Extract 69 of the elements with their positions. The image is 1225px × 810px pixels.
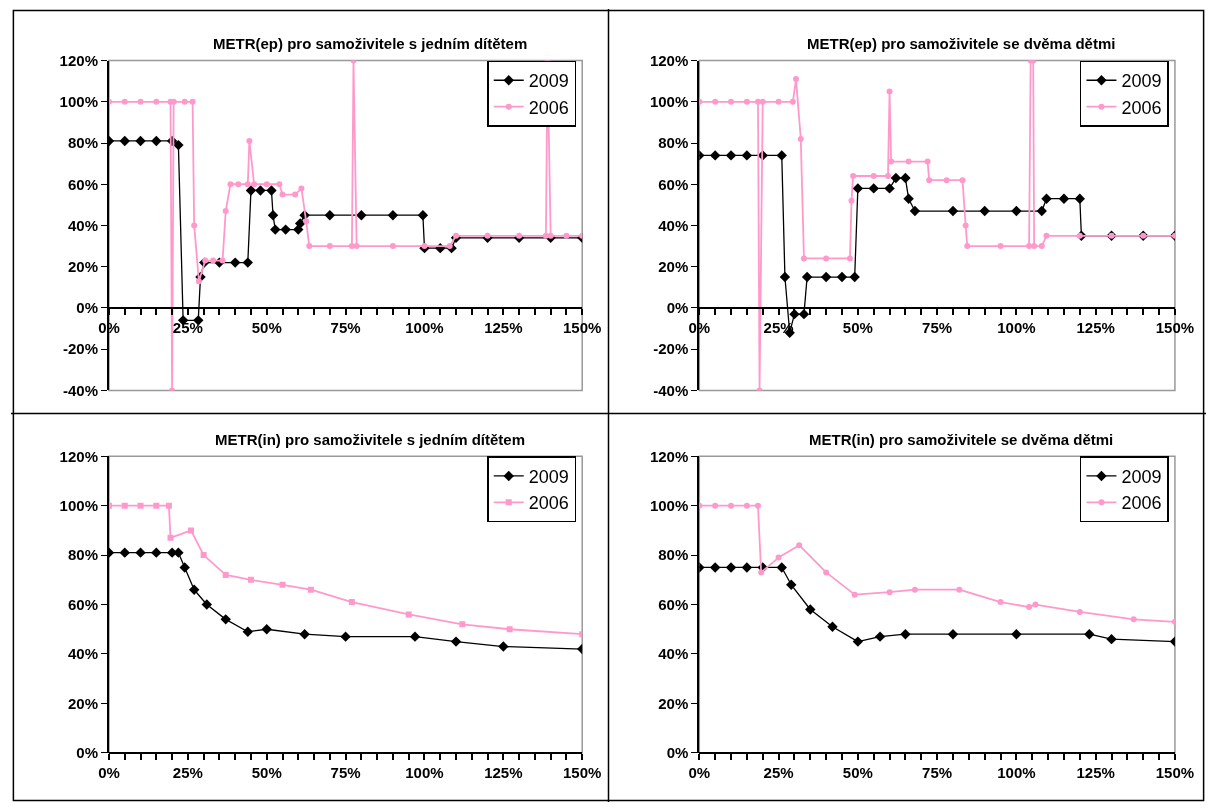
x-tick-label: 0% xyxy=(688,763,711,781)
x-tick-label: 150% xyxy=(1155,763,1195,781)
x-tick-label: 125% xyxy=(484,318,523,336)
x-tick-label: 150% xyxy=(563,318,602,336)
y-tick-label: 0% xyxy=(666,299,689,317)
y-tick-label: 100% xyxy=(649,93,689,111)
y-tick-label: 40% xyxy=(658,216,689,234)
y-tick-label: 60% xyxy=(67,175,98,193)
y-tick-label: 20% xyxy=(658,694,689,712)
x-tick-label: 25% xyxy=(763,763,794,781)
y-tick-label: -40% xyxy=(653,381,689,399)
y-tick-label: 40% xyxy=(67,216,98,234)
y-tick-label: 100% xyxy=(649,496,689,514)
x-tick-label: 50% xyxy=(842,318,873,336)
y-tick-label: 100% xyxy=(59,93,98,111)
y-tick-label: 60% xyxy=(658,175,689,193)
y-tick-label: 0% xyxy=(76,299,98,317)
legend-label: 2009 xyxy=(528,466,569,487)
x-tick-label: 100% xyxy=(997,763,1036,781)
x-tick-label: 50% xyxy=(842,763,873,781)
y-tick-label: 80% xyxy=(67,546,98,564)
y-tick-label: 20% xyxy=(67,257,98,275)
legend-label: 2006 xyxy=(528,493,569,514)
chart-title: METR(ep) pro samoživitele se dvěma dětmi xyxy=(807,35,1116,52)
legend-label: 2009 xyxy=(528,71,569,92)
x-tick-label: 50% xyxy=(251,763,282,781)
x-tick-label: 100% xyxy=(997,318,1036,336)
y-tick-label: 40% xyxy=(67,645,98,663)
y-tick-label: 0% xyxy=(666,744,689,762)
x-tick-label: 75% xyxy=(922,318,953,336)
y-tick-label: 120% xyxy=(649,51,689,69)
y-tick-label: 20% xyxy=(67,694,98,712)
chart-title: METR(in) pro samoživitele s jedním dítětem xyxy=(215,431,526,448)
legend-label: 2006 xyxy=(1121,97,1162,118)
y-tick-label: -20% xyxy=(62,340,98,358)
y-tick-label: -40% xyxy=(62,381,98,399)
x-tick-label: 0% xyxy=(98,763,120,781)
y-tick-label: 120% xyxy=(59,447,98,465)
x-tick-label: 150% xyxy=(563,763,602,781)
x-tick-label: 125% xyxy=(484,763,523,781)
y-tick-label: -20% xyxy=(653,340,689,358)
x-tick-label: 75% xyxy=(922,763,953,781)
chart-title: METR(in) pro samoživitele se dvěma dětmi xyxy=(809,431,1114,448)
legend-label: 2006 xyxy=(1121,493,1162,514)
y-tick-label: 0% xyxy=(76,744,98,762)
y-tick-label: 40% xyxy=(658,645,689,663)
x-tick-label: 100% xyxy=(405,763,444,781)
x-tick-label: 25% xyxy=(172,763,203,781)
x-tick-label: 50% xyxy=(251,318,282,336)
chart-title: METR(ep) pro samoživitele s jedním dítětem xyxy=(213,35,528,52)
x-tick-label: 25% xyxy=(172,318,203,336)
y-tick-label: 80% xyxy=(67,134,98,152)
x-tick-label: 150% xyxy=(1155,318,1195,336)
y-tick-label: 60% xyxy=(67,595,98,613)
legend-label: 2006 xyxy=(528,97,569,118)
y-tick-label: 120% xyxy=(59,51,98,69)
y-tick-label: 80% xyxy=(658,134,689,152)
x-tick-label: 100% xyxy=(405,318,444,336)
x-tick-label: 125% xyxy=(1076,763,1115,781)
y-tick-label: 80% xyxy=(658,546,689,564)
y-tick-label: 20% xyxy=(658,257,689,275)
y-tick-label: 100% xyxy=(59,496,98,514)
legend-label: 2009 xyxy=(1121,71,1162,92)
y-tick-label: 60% xyxy=(658,595,689,613)
legend-label: 2009 xyxy=(1121,466,1162,487)
x-tick-label: 125% xyxy=(1076,318,1115,336)
x-tick-label: 75% xyxy=(330,763,361,781)
y-tick-label: 120% xyxy=(649,447,689,465)
x-tick-label: 75% xyxy=(330,318,361,336)
